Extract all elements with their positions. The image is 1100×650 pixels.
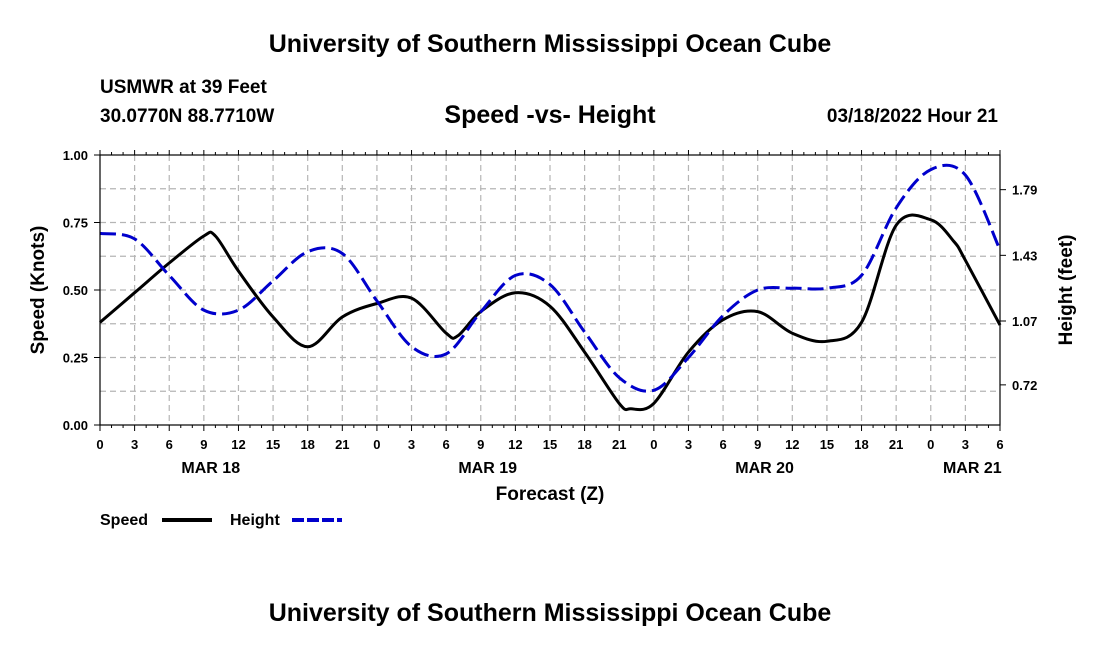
y2-axis-title: Height (feet) [1056,235,1077,346]
y-tick-label: 0.75 [63,216,88,231]
y2-tick-label: 1.43 [1012,248,1037,263]
x-tick-label: 6 [719,437,726,452]
legend: Speed Height [100,512,342,529]
y-axis-title: Speed (Knots) [28,226,49,355]
coordinates-label: 30.0770N 88.7710W [100,106,275,127]
y2-tick-label: 1.79 [1012,183,1037,198]
x-tick-label: 21 [335,437,349,452]
x-tick-label: 12 [508,437,522,452]
y2-tick-label: 0.72 [1012,378,1037,393]
x-tick-label: 12 [785,437,799,452]
y-tick-label: 1.00 [63,148,88,163]
chart-subtitle: Speed -vs- Height [444,101,656,129]
x-tick-label: 18 [854,437,868,452]
height-series-line [99,163,1002,393]
main-title: University of Southern Mississippi Ocean… [268,30,832,58]
date-label: MAR 21 [943,460,1002,477]
y-tick-label: 0.25 [63,351,88,366]
x-tick-label: 21 [889,437,903,452]
x-tick-label: 0 [373,437,380,452]
x-axis-title: Forecast (Z) [496,484,605,505]
x-tick-label: 9 [754,437,761,452]
x-tick-label: 9 [477,437,484,452]
footer-title: University of Southern Mississippi Ocean… [268,599,832,627]
grid [100,155,1000,425]
x-tick-label: 3 [685,437,692,452]
x-tick-label: 6 [443,437,450,452]
station-label: USMWR at 39 Feet [100,77,267,98]
date-label: MAR 19 [458,460,517,477]
x-tick-label: 6 [166,437,173,452]
x-tick-label: 3 [131,437,138,452]
x-tick-label: 15 [820,437,834,452]
y-tick-label: 0.00 [63,418,88,433]
series-layer [99,163,1002,412]
x-tick-label: 18 [300,437,314,452]
y-tick-label: 0.50 [63,283,88,298]
legend-height-label: Height [230,512,280,529]
x-tick-label: 18 [577,437,591,452]
x-tick-label: 21 [612,437,626,452]
x-tick-label: 3 [962,437,969,452]
x-tick-label: 12 [231,437,245,452]
x-tick-label: 9 [200,437,207,452]
date-label: MAR 20 [735,460,794,477]
x-tick-label: 15 [543,437,557,452]
axes: 0 3 6 9 12 15 18 21 0 3 6 9 12 15 18 21 0 3 6 9 12 15 18 21 0 3 6 0… [63,148,1038,477]
x-tick-label: 0 [96,437,103,452]
speed-series-line [99,213,1002,412]
legend-speed-label: Speed [100,512,148,529]
x-tick-label: 0 [927,437,934,452]
datetime-label: 03/18/2022 Hour 21 [826,106,998,127]
date-label: MAR 18 [181,460,240,477]
x-tick-label: 6 [996,437,1003,452]
x-tick-label: 3 [408,437,415,452]
x-tick-label: 0 [650,437,657,452]
y2-tick-label: 1.07 [1012,314,1037,329]
x-tick-label: 15 [266,437,280,452]
